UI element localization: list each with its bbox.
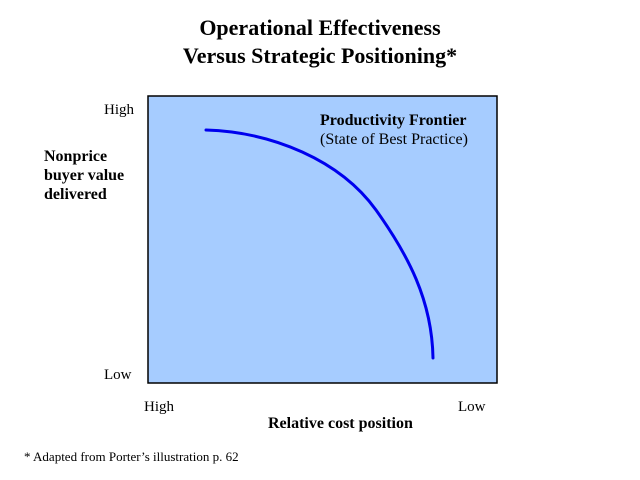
plot-area	[147, 95, 498, 384]
slide-title: Operational Effectiveness Versus Strateg…	[0, 14, 640, 70]
slide-title-line-1: Operational Effectiveness	[199, 15, 441, 40]
y-axis-title-line-3: delivered	[44, 186, 107, 203]
y-axis-title: Nonprice buyer value delivered	[44, 147, 124, 204]
x-axis-low-label: Low	[458, 399, 486, 415]
slide-title-line-2: Versus Strategic Positioning*	[182, 43, 458, 68]
y-axis-high-label: High	[104, 102, 134, 118]
frontier-sublabel: (State of Best Practice)	[320, 131, 468, 148]
y-axis-title-line-2: buyer value	[44, 167, 125, 184]
y-axis-low-label: Low	[104, 367, 132, 383]
footnote: * Adapted from Porter’s illustration p. …	[24, 449, 239, 464]
frontier-label: Productivity Frontier	[320, 112, 467, 129]
x-axis-high-label: High	[144, 399, 174, 415]
x-axis-title: Relative cost position	[268, 415, 413, 432]
y-axis-title-line-1: Nonprice	[44, 148, 108, 165]
productivity-frontier-curve	[204, 128, 435, 360]
